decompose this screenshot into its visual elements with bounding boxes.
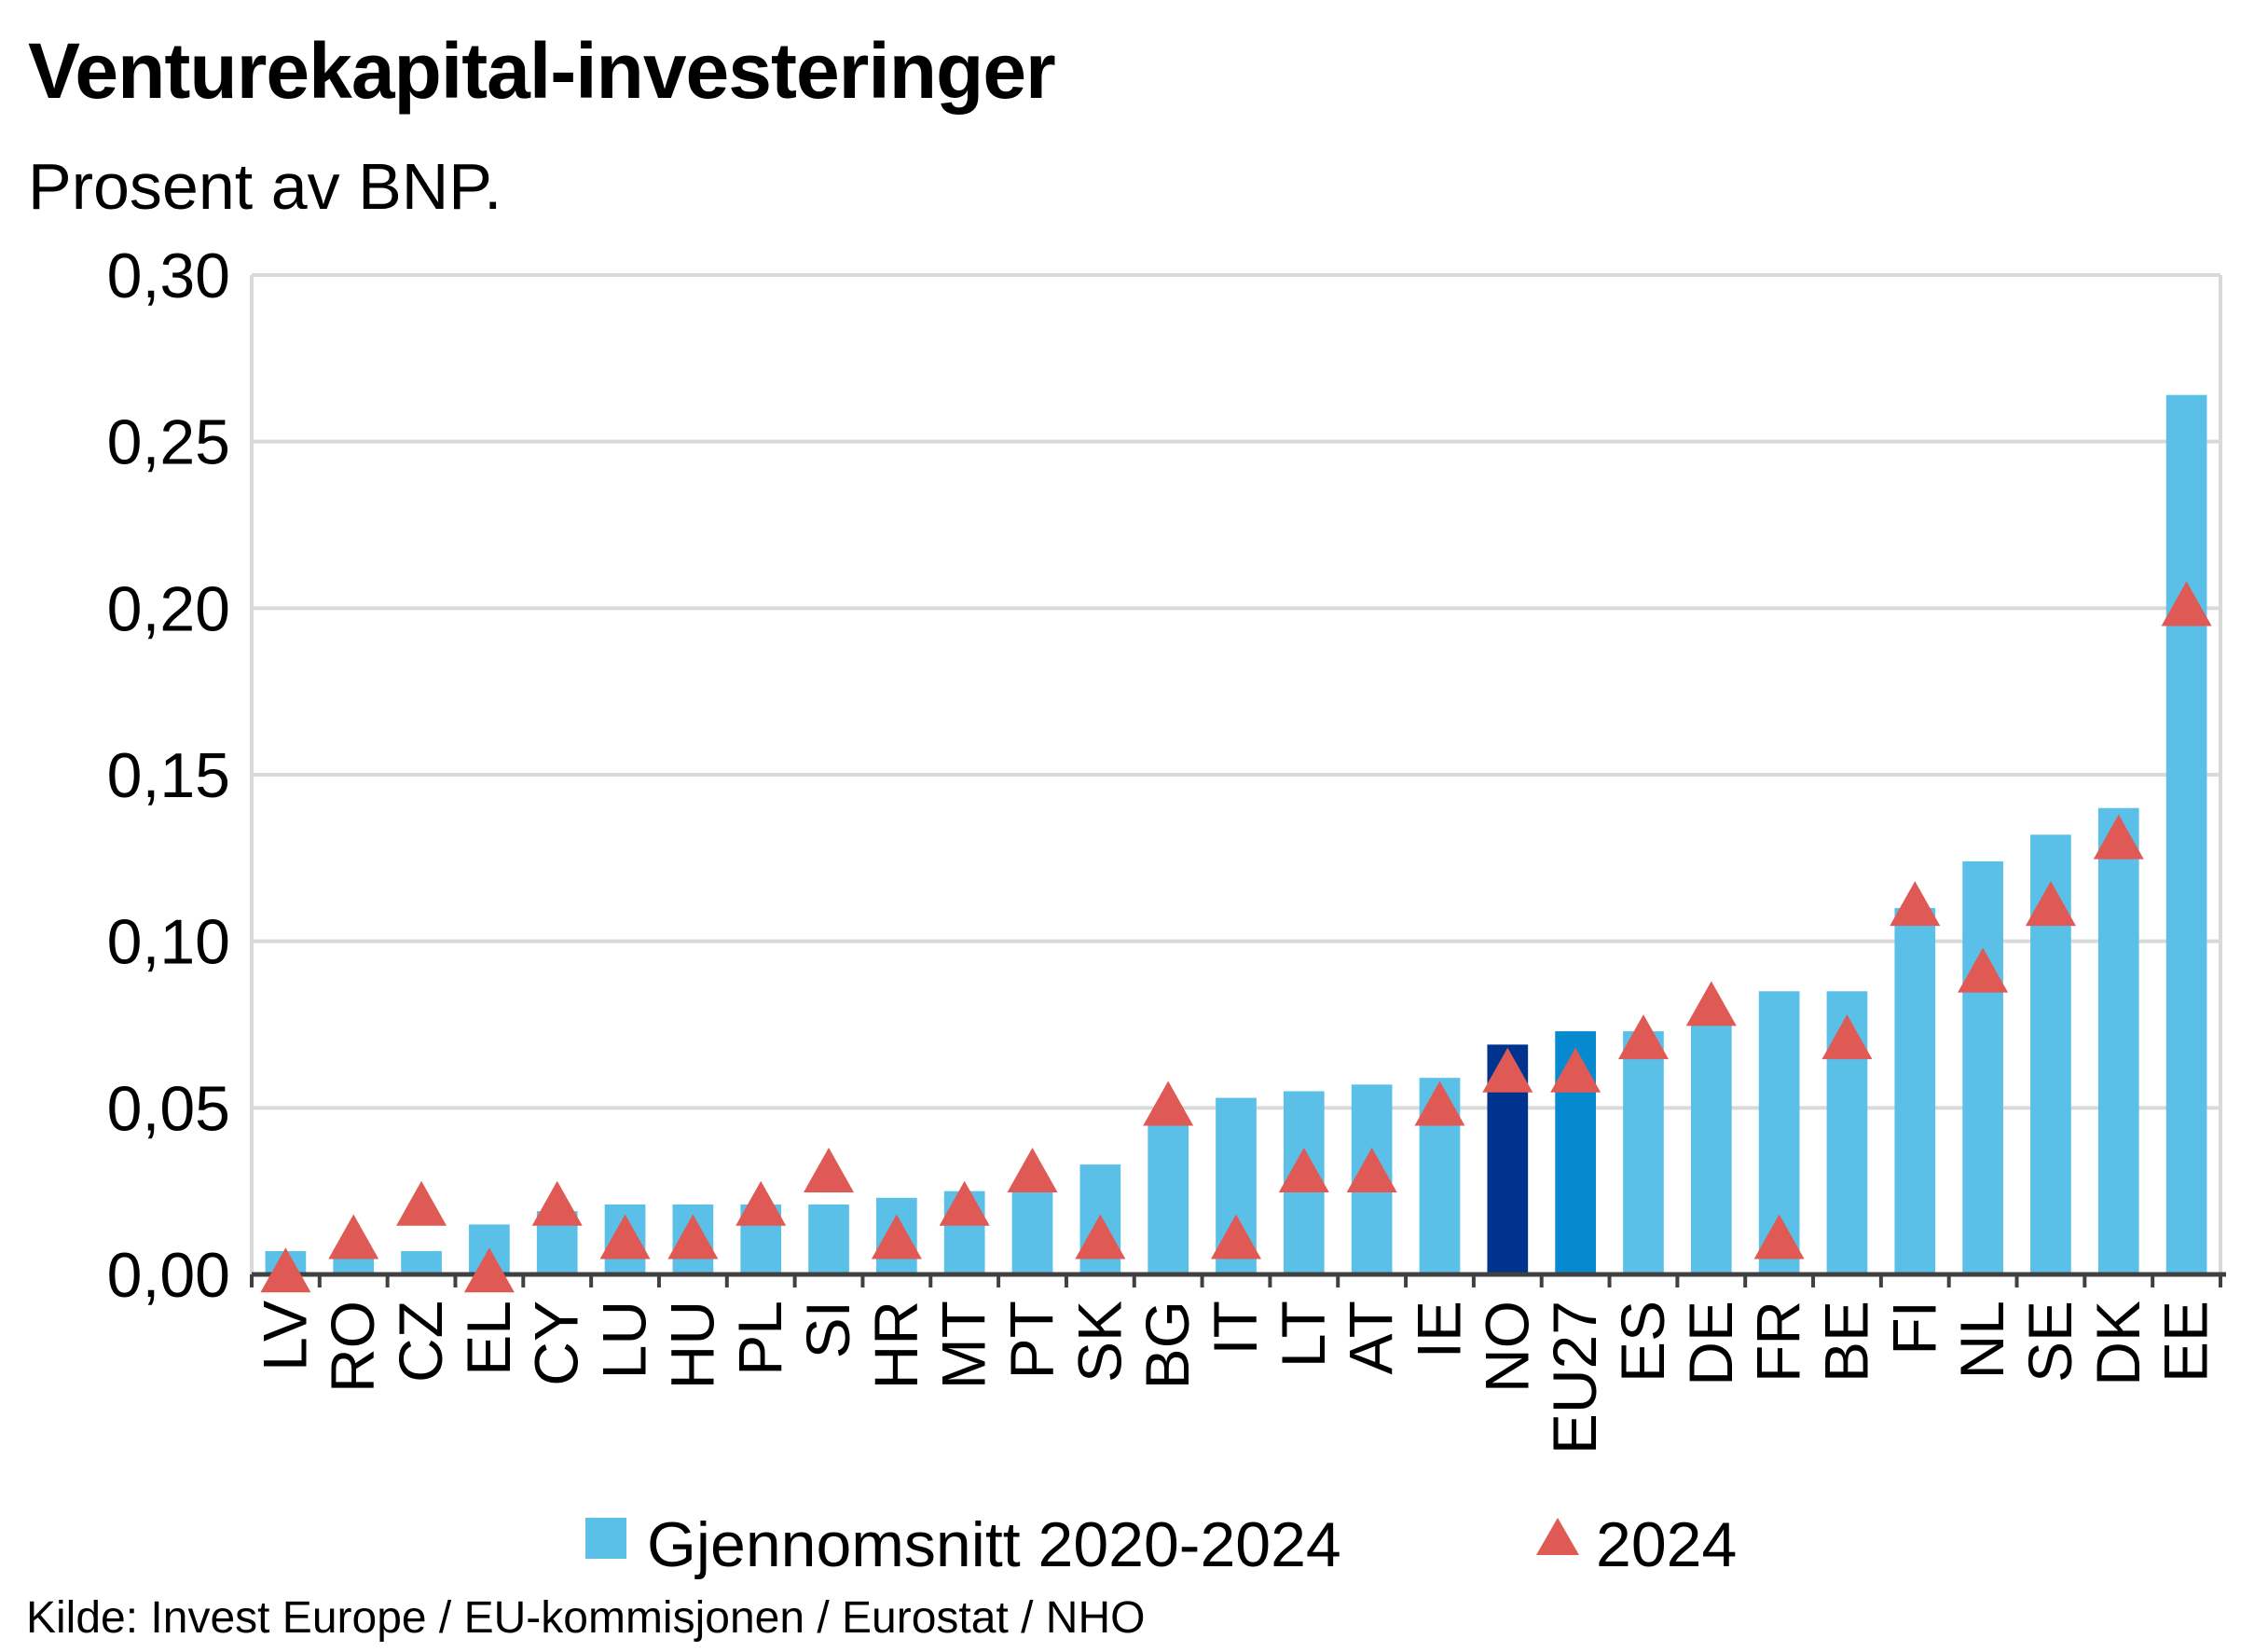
marker-2024-ro bbox=[328, 1214, 379, 1260]
x-category-label: PL bbox=[725, 1301, 794, 1376]
x-category-label: SK bbox=[1065, 1301, 1134, 1383]
marker-2024-hr bbox=[871, 1214, 922, 1260]
marker-2024-de bbox=[1685, 981, 1737, 1026]
x-category-label: PT bbox=[997, 1301, 1066, 1379]
marker-2024-cy bbox=[531, 1180, 583, 1226]
y-tick-label: 0,10 bbox=[107, 907, 230, 978]
marker-2024-lt bbox=[1278, 1148, 1329, 1192]
legend-label-average: Gjennomsnitt 2020-2024 bbox=[647, 1509, 1341, 1580]
x-category-label: CZ bbox=[386, 1301, 455, 1383]
x-category-label: BE bbox=[1811, 1301, 1880, 1383]
x-category-label: IE bbox=[1404, 1301, 1473, 1358]
x-category-label: ES bbox=[1608, 1301, 1677, 1383]
marker-2024-it bbox=[1211, 1214, 1261, 1260]
x-category-label: IT bbox=[1201, 1301, 1270, 1356]
y-tick-label: 0,00 bbox=[107, 1240, 230, 1311]
legend-swatch-bar bbox=[585, 1518, 626, 1559]
marker-2024-mt bbox=[939, 1180, 990, 1226]
gridlines bbox=[252, 273, 2222, 1274]
marker-2024-ee bbox=[2161, 581, 2212, 626]
legend: Gjennomsnitt 2020-2024 2024 bbox=[585, 1509, 1737, 1580]
triangle-markers bbox=[260, 581, 2212, 1293]
x-category-label: FR bbox=[1744, 1301, 1813, 1383]
axes bbox=[250, 275, 2226, 1287]
x-category-label: HR bbox=[861, 1301, 930, 1389]
x-category-label: SI bbox=[793, 1301, 862, 1358]
marker-2024-nl bbox=[1958, 947, 2009, 993]
y-tick-label: 0,15 bbox=[107, 740, 230, 811]
x-category-label: LU bbox=[590, 1301, 659, 1379]
x-category-label: BG bbox=[1133, 1301, 1202, 1389]
x-category-label: EE bbox=[2151, 1301, 2220, 1383]
x-category-label: RO bbox=[318, 1301, 387, 1393]
y-tick-label: 0,30 bbox=[107, 241, 230, 311]
marker-2024-at bbox=[1346, 1148, 1397, 1192]
bar-bg bbox=[1148, 1124, 1189, 1274]
x-axis-categories: LVROCZELCYLUHUPLSIHRMTPTSKBGITLTATIENOEU… bbox=[250, 1301, 2220, 1454]
marker-2024-sk bbox=[1075, 1214, 1126, 1260]
marker-2024-no bbox=[1482, 1047, 1533, 1093]
marker-2024-se bbox=[2025, 881, 2076, 927]
x-category-label: DK bbox=[2083, 1301, 2152, 1386]
marker-2024-el bbox=[463, 1247, 515, 1293]
marker-2024-lv bbox=[260, 1247, 311, 1293]
y-axis-ticks: 0,00 0,05 0,10 0,15 0,20 0,25 0,30 bbox=[107, 241, 230, 1311]
marker-2024-ie bbox=[1414, 1081, 1465, 1126]
bar-dk bbox=[2097, 807, 2139, 1274]
marker-2024-si bbox=[804, 1148, 855, 1192]
x-category-label: SE bbox=[2015, 1301, 2084, 1383]
bar-ee bbox=[2165, 394, 2207, 1274]
bar-cz bbox=[401, 1250, 442, 1274]
bar-si bbox=[808, 1204, 849, 1274]
y-tick-label: 0,05 bbox=[107, 1073, 230, 1144]
x-category-label: LV bbox=[250, 1301, 319, 1371]
marker-2024-dk bbox=[2093, 814, 2144, 860]
x-category-label: EL bbox=[454, 1301, 523, 1376]
marker-2024-fr bbox=[1753, 1214, 1805, 1260]
x-category-label: CY bbox=[522, 1301, 591, 1386]
x-category-label: DE bbox=[1676, 1301, 1745, 1386]
bar-nl bbox=[1962, 860, 2003, 1274]
marker-2024-lu bbox=[599, 1214, 651, 1260]
x-category-label: MT bbox=[929, 1301, 998, 1389]
marker-2024-fi bbox=[1890, 881, 1941, 927]
x-category-label: HU bbox=[657, 1301, 726, 1389]
marker-2024-bg bbox=[1143, 1081, 1194, 1126]
marker-2024-pt bbox=[1007, 1148, 1058, 1192]
y-tick-label: 0,25 bbox=[107, 407, 230, 478]
bar-fi bbox=[1894, 907, 1936, 1274]
chart-subtitle: Prosent av BNP. bbox=[28, 150, 502, 223]
x-category-label: NL bbox=[1947, 1301, 2016, 1379]
chart-source: Kilde: Invest Europe / EU-kommisjonen / … bbox=[26, 1593, 1146, 1643]
legend-swatch-triangle bbox=[1536, 1518, 1579, 1555]
bar-de bbox=[1690, 1021, 1732, 1274]
x-category-label: LT bbox=[1269, 1301, 1338, 1368]
bar-es bbox=[1623, 1031, 1664, 1274]
bar-pt bbox=[1011, 1184, 1053, 1274]
chart-title: Venturekapital-investeringer bbox=[28, 27, 1056, 115]
x-category-label: NO bbox=[1472, 1301, 1541, 1393]
marker-2024-es bbox=[1617, 1014, 1669, 1060]
marker-2024-hu bbox=[667, 1214, 719, 1260]
x-category-label: EU27 bbox=[1540, 1301, 1609, 1454]
marker-2024-eu27 bbox=[1550, 1047, 1601, 1093]
marker-2024-pl bbox=[735, 1180, 787, 1226]
legend-label-2024: 2024 bbox=[1596, 1509, 1737, 1580]
marker-2024-cz bbox=[396, 1180, 447, 1226]
bars bbox=[265, 394, 2207, 1274]
marker-2024-be bbox=[1821, 1014, 1873, 1060]
x-category-label: FI bbox=[1879, 1301, 1948, 1356]
y-tick-label: 0,20 bbox=[107, 573, 230, 644]
x-category-label: AT bbox=[1337, 1301, 1406, 1374]
